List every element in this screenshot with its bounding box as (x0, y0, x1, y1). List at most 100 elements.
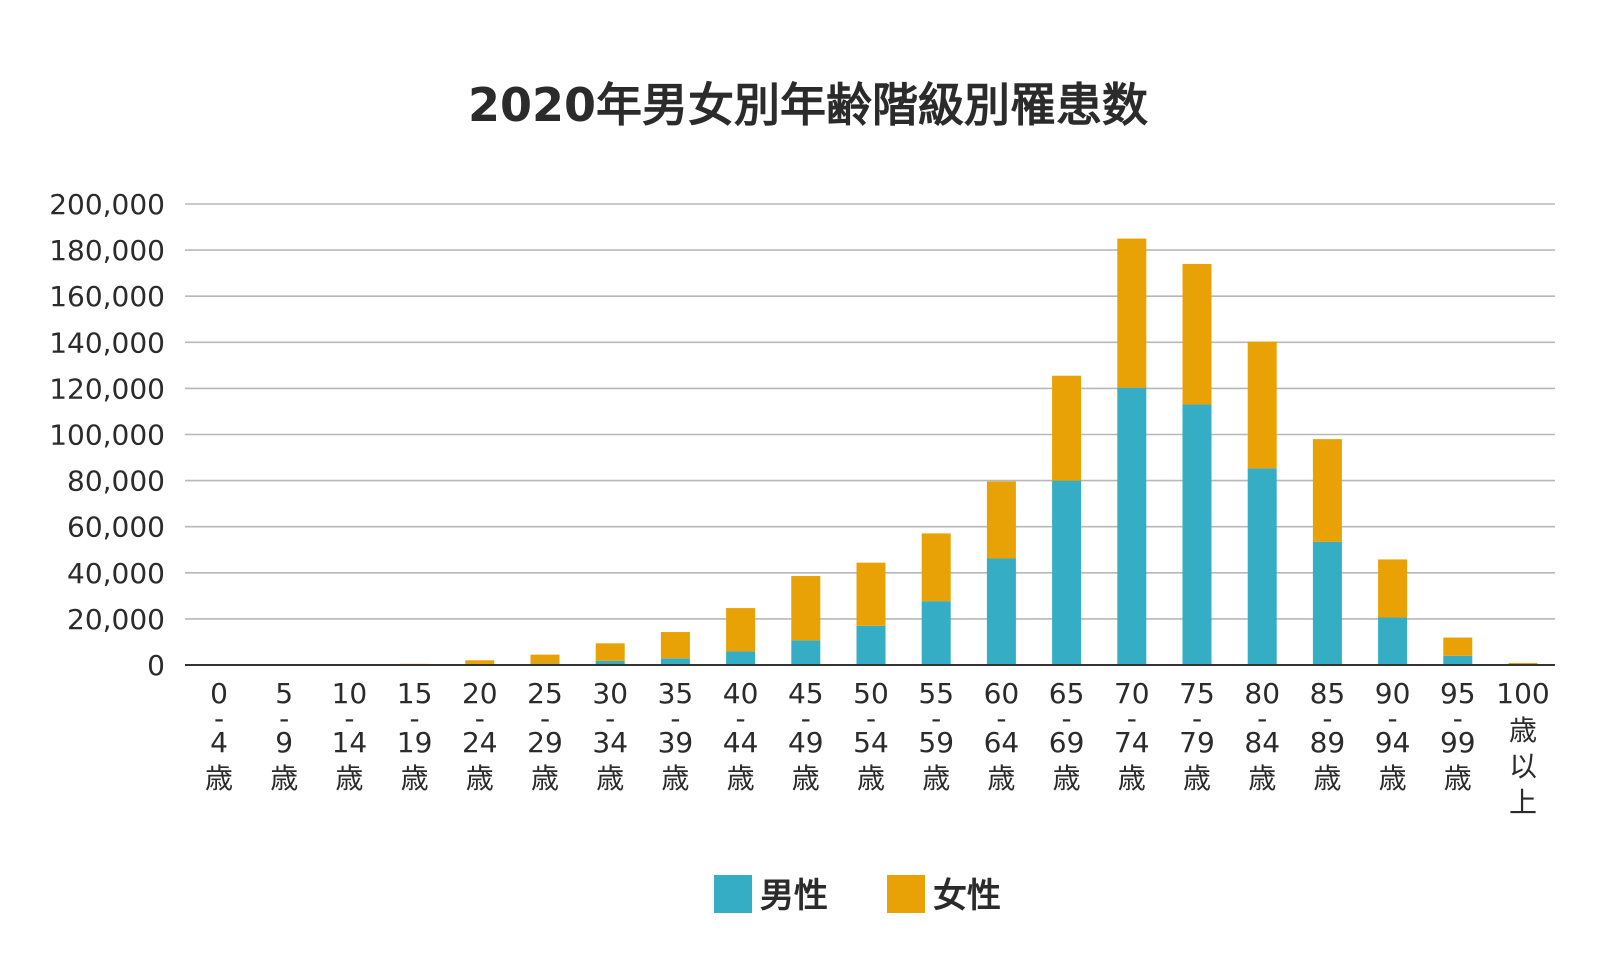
bar-male-8 (726, 651, 756, 665)
x-tick-part: - (1388, 702, 1398, 735)
x-tick-label-15: 75-79歳 (1179, 677, 1215, 795)
x-tick-part: 65 (1049, 677, 1085, 710)
y-tick-label: 180,000 (49, 234, 165, 267)
x-tick-label-19: 95-99歳 (1440, 677, 1476, 795)
y-tick-label: 60,000 (67, 511, 165, 544)
bar-female-16 (1247, 341, 1277, 469)
y-tick-label: 40,000 (67, 557, 165, 590)
x-tick-part: 歳 (987, 762, 1015, 795)
bar-male-12 (986, 558, 1016, 665)
x-tick-label-11: 55-59歳 (918, 677, 954, 795)
y-tick-label: 160,000 (49, 280, 165, 313)
x-tick-part: 75 (1179, 677, 1215, 710)
x-tick-label-17: 85-89歳 (1310, 677, 1346, 795)
x-tick-part: 歳 (1183, 762, 1211, 795)
x-tick-part: 歳 (922, 762, 950, 795)
x-tick-part: - (670, 702, 680, 735)
x-tick-part: 歳 (1379, 762, 1407, 795)
x-tick-part: - (214, 702, 224, 735)
bar-female-5 (530, 654, 560, 664)
x-tick-part: 4 (210, 726, 228, 759)
bar-female-8 (726, 608, 756, 652)
y-axis-tick-labels: 0 20,000 40,000 60,000 80,000 100,000 120,000 1… (49, 188, 165, 682)
bar-female-13 (1052, 375, 1082, 481)
x-tick-part: 歳 (596, 762, 624, 795)
x-tick-part: 上 (1509, 786, 1537, 819)
y-tick-label: 120,000 (49, 372, 165, 405)
x-tick-part: 100 (1496, 677, 1549, 710)
x-tick-part: - (1322, 702, 1332, 735)
legend-swatch (887, 875, 925, 913)
bar-male-19 (1443, 655, 1473, 665)
x-tick-label-10: 50-54歳 (853, 677, 889, 795)
x-tick-part: 歳 (1313, 762, 1341, 795)
bar-female-14 (1117, 238, 1147, 388)
x-tick-part: 歳 (792, 762, 820, 795)
x-tick-part: 20 (462, 677, 498, 710)
x-tick-part: 歳 (661, 762, 689, 795)
legend-swatch (714, 875, 752, 913)
legend-label: 男性 (760, 876, 828, 916)
x-tick-label-20: 100 歳以上 (1496, 677, 1549, 819)
x-tick-label-0: 0-4歳 (205, 677, 233, 795)
x-tick-part: 30 (592, 677, 628, 710)
x-tick-part: 84 (1244, 726, 1280, 759)
x-tick-part: - (1453, 702, 1463, 735)
x-tick-part: 14 (332, 726, 368, 759)
bar-female-20 (1508, 662, 1538, 665)
x-tick-label-1: 5-9歳 (270, 677, 298, 795)
bar-female-19 (1443, 637, 1473, 656)
bar-male-6 (595, 660, 625, 665)
x-tick-part: 9 (275, 726, 293, 759)
legend-label: 女性 (933, 876, 1001, 916)
x-tick-label-5: 25-29歳 (527, 677, 563, 795)
x-tick-part: 15 (397, 677, 433, 710)
bar-male-7 (660, 658, 690, 665)
x-tick-label-14: 70-74歳 (1114, 677, 1150, 795)
x-tick-part: 歳 (335, 762, 363, 795)
x-tick-part: - (1257, 702, 1267, 735)
x-tick-part: 85 (1310, 677, 1346, 710)
x-tick-part: 歳 (1118, 762, 1146, 795)
x-tick-part: - (1062, 702, 1072, 735)
y-tick-label: 20,000 (67, 603, 165, 636)
bar-female-9 (791, 576, 821, 641)
bar-male-14 (1117, 387, 1147, 665)
bar-male-16 (1247, 468, 1277, 665)
bar-male-15 (1182, 404, 1212, 665)
bar-male-9 (791, 640, 821, 665)
x-tick-part: 25 (527, 677, 563, 710)
bar-female-11 (921, 533, 951, 602)
x-tick-part: 59 (918, 726, 954, 759)
x-tick-label-13: 65-69歳 (1049, 677, 1085, 795)
x-tick-part: 29 (527, 726, 563, 759)
x-tick-part: 44 (723, 726, 759, 759)
x-tick-part: 歳 (1444, 762, 1472, 795)
bar-male-10 (856, 625, 886, 665)
x-tick-part: 74 (1114, 726, 1150, 759)
x-tick-label-2: 10-14歳 (332, 677, 368, 795)
x-tick-part: 0 (210, 677, 228, 710)
x-tick-part: 50 (853, 677, 889, 710)
bar-female-17 (1312, 439, 1342, 542)
x-tick-part: 54 (853, 726, 889, 759)
x-tick-part: 49 (788, 726, 824, 759)
x-tick-part: 94 (1375, 726, 1411, 759)
x-tick-part: 19 (397, 726, 433, 759)
bar-female-12 (986, 481, 1016, 559)
x-tick-part: 歳 (531, 762, 559, 795)
x-tick-part: 歳 (270, 762, 298, 795)
legend-item-0: 男性 (714, 875, 828, 916)
x-tick-part: 歳 (401, 762, 429, 795)
x-tick-part: 64 (984, 726, 1020, 759)
gridlines (185, 203, 1555, 620)
y-tick-label: 200,000 (49, 188, 165, 221)
x-tick-part: 55 (918, 677, 954, 710)
x-tick-part: - (1127, 702, 1137, 735)
x-tick-part: 歳 (466, 762, 494, 795)
x-tick-part: 39 (658, 726, 694, 759)
x-tick-part: 34 (592, 726, 628, 759)
x-tick-part: 60 (984, 677, 1020, 710)
x-tick-part: 24 (462, 726, 498, 759)
